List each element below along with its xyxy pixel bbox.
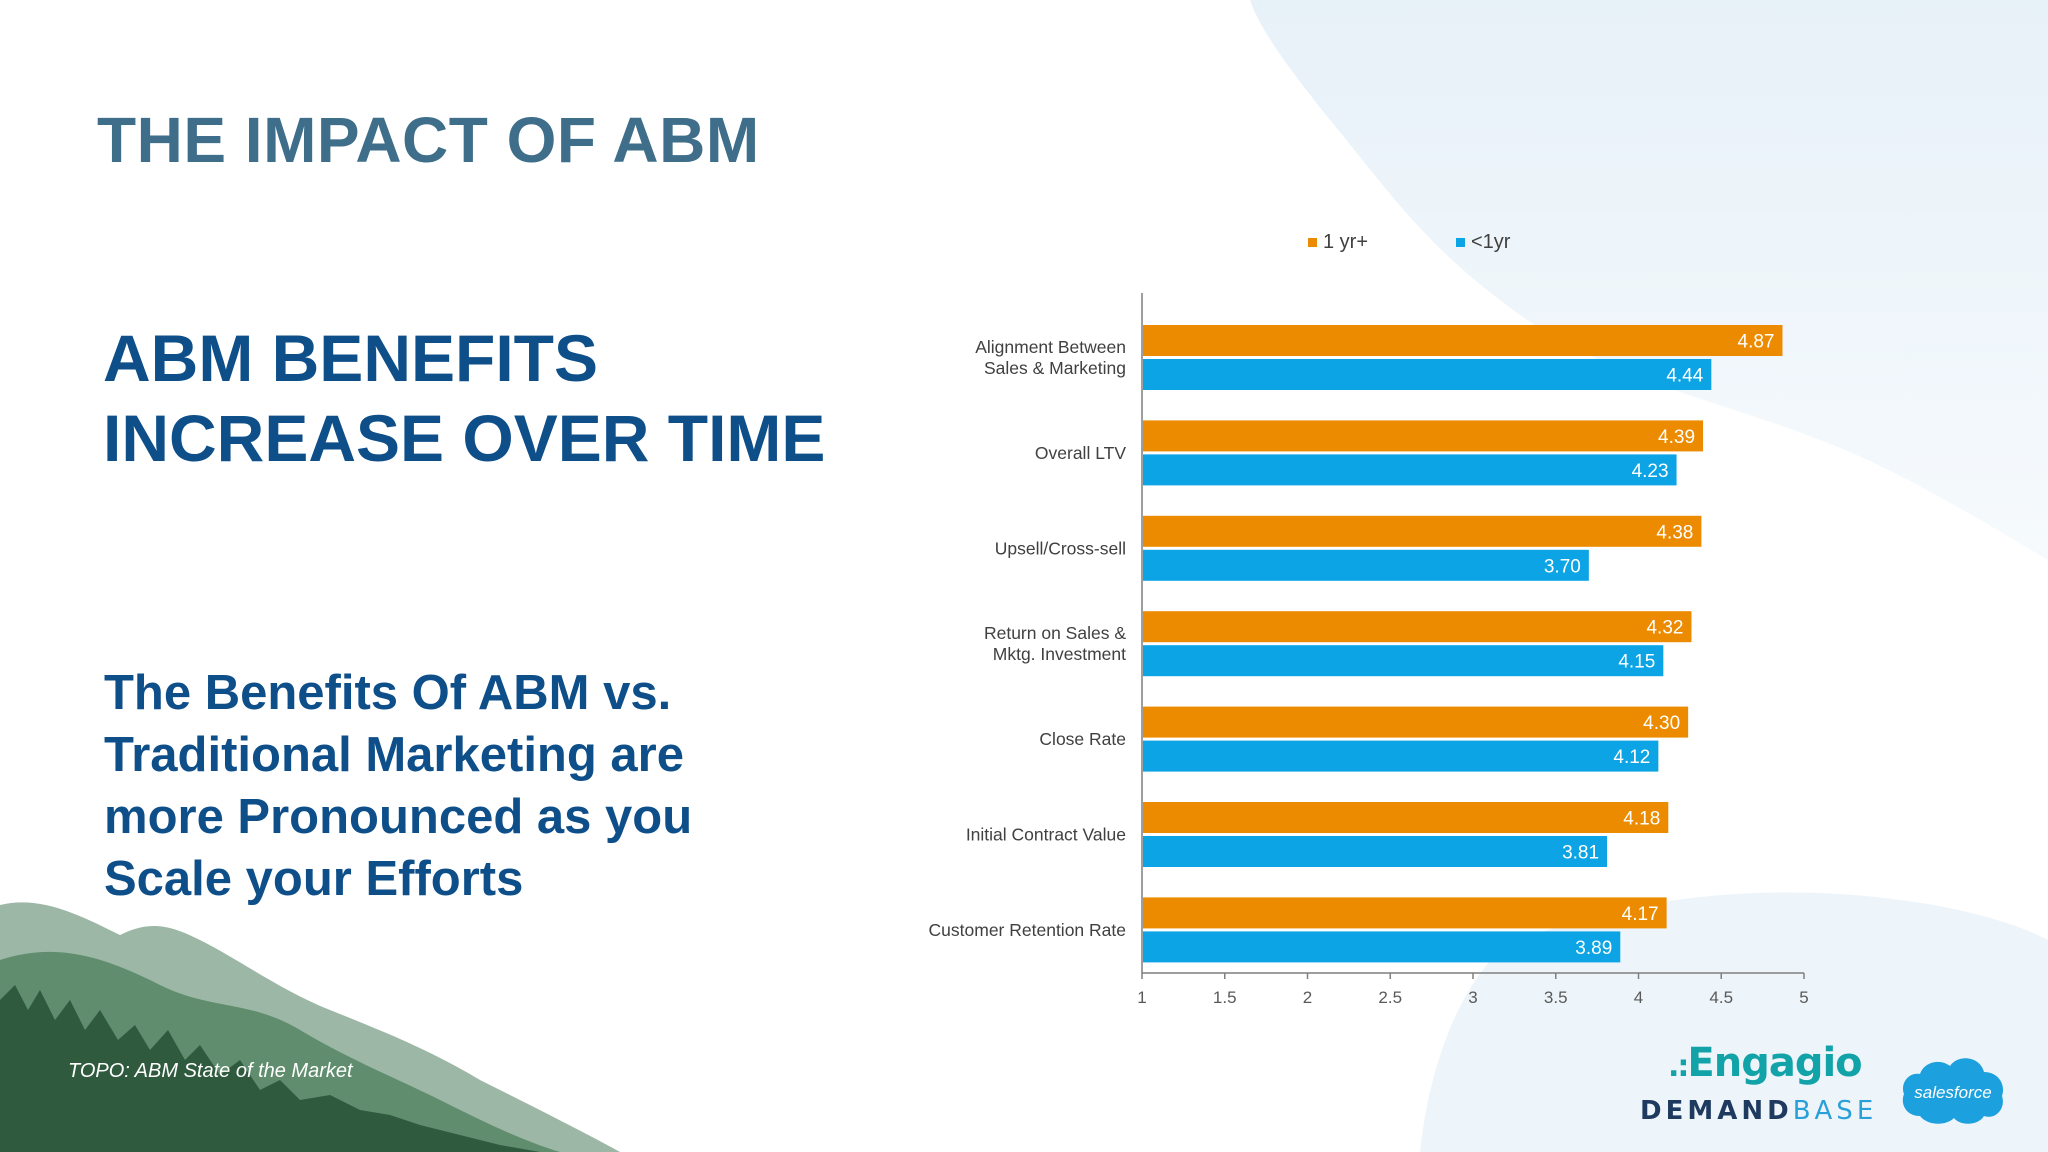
engagio-logo-text: Engagio <box>1687 1040 1862 1086</box>
category-label: Overall LTV <box>1035 443 1126 463</box>
bar-value-label: 4.38 <box>1656 522 1693 543</box>
engagio-logo: .:Engagio <box>1668 1040 1863 1086</box>
bar-series1 <box>1143 420 1704 452</box>
category-label: Upsell/Cross-sell <box>995 538 1126 558</box>
demandbase-logo-part2: BASE <box>1792 1096 1878 1126</box>
bar-series2 <box>1143 454 1677 486</box>
bar-series1 <box>1143 611 1692 643</box>
x-tick-label: 3.5 <box>1544 988 1568 1007</box>
headline: ABM BENEFITS INCREASE OVER TIME <box>103 318 825 478</box>
bar-value-label: 4.17 <box>1622 904 1659 925</box>
legend-label: <1yr <box>1471 231 1511 253</box>
subheadline-line: The Benefits Of ABM vs. <box>104 666 672 720</box>
category-label: Close Rate <box>1039 729 1126 749</box>
tree-line <box>0 985 540 1152</box>
bar-value-label: 3.89 <box>1575 938 1612 959</box>
bar-series2 <box>1143 836 1608 867</box>
bar-series1 <box>1143 325 1783 356</box>
bar-value-label: 4.30 <box>1643 713 1680 734</box>
demandbase-logo-part1: DEMAND <box>1640 1096 1793 1126</box>
bar-value-label: 4.32 <box>1646 618 1683 639</box>
salesforce-logo: salesforce <box>1902 1058 2004 1124</box>
bar-value-label: 3.81 <box>1562 843 1599 864</box>
bar-series1 <box>1143 706 1689 738</box>
bar-value-label: 4.18 <box>1623 809 1660 830</box>
bar-value-label: 4.15 <box>1618 652 1655 673</box>
bar-series1 <box>1143 515 1702 547</box>
bar-series2 <box>1143 931 1621 963</box>
x-tick-label: 3 <box>1468 988 1477 1007</box>
bar-series2 <box>1143 645 1664 677</box>
x-tick-label: 4 <box>1634 988 1643 1007</box>
category-label: Sales & Marketing <box>984 358 1126 378</box>
category-label: Mktg. Investment <box>993 644 1126 664</box>
category-label: Initial Contract Value <box>966 825 1126 845</box>
category-label: Alignment Between <box>975 337 1126 357</box>
x-tick-label: 2 <box>1303 988 1312 1007</box>
category-label: Return on Sales & <box>984 623 1126 643</box>
subheadline: The Benefits Of ABM vs. Traditional Mark… <box>104 662 692 910</box>
bar-series2 <box>1143 549 1589 581</box>
x-tick-label: 2.5 <box>1378 988 1402 1007</box>
legend-swatch <box>1456 238 1465 247</box>
x-tick-label: 4.5 <box>1709 988 1733 1007</box>
x-tick-label: 5 <box>1799 988 1808 1007</box>
legend-swatch <box>1308 238 1317 247</box>
bar-series2 <box>1143 740 1659 772</box>
salesforce-logo-text: salesforce <box>1914 1083 1991 1102</box>
x-tick-label: 1.5 <box>1213 988 1237 1007</box>
bar-value-label: 4.44 <box>1666 366 1703 387</box>
headline-line: INCREASE OVER TIME <box>103 401 826 475</box>
headline-line: ABM BENEFITS <box>103 321 598 395</box>
engagio-logo-dots: .: <box>1668 1049 1689 1084</box>
bar-chart: 1 1.5 2 2.5 3 3.5 4 4.5 5 4.87 4.44 Alignment Betwe… <box>929 231 1809 1007</box>
slide-title: THE IMPACT OF ABM <box>97 104 760 176</box>
demandbase-logo: DEMANDBASE <box>1640 1096 1877 1126</box>
subheadline-line: more Pronounced as you <box>104 790 693 844</box>
bar-series1 <box>1143 897 1667 929</box>
subheadline-line: Scale your Efforts <box>104 852 524 906</box>
legend-label: 1 yr+ <box>1323 231 1368 253</box>
bar-value-label: 4.12 <box>1613 747 1650 768</box>
bar-series1 <box>1143 802 1669 833</box>
bar-value-label: 4.23 <box>1632 461 1669 482</box>
salesforce-cloud-icon <box>1902 1058 2004 1124</box>
cloud-shape <box>1250 0 2048 560</box>
bar-value-label: 3.70 <box>1544 556 1581 577</box>
source-note: TOPO: ABM State of the Market <box>68 1060 353 1082</box>
subheadline-line: Traditional Marketing are <box>104 728 684 782</box>
bar-series2 <box>1143 359 1712 390</box>
category-label: Customer Retention Rate <box>929 920 1126 940</box>
x-tick-label: 1 <box>1137 988 1146 1007</box>
bar-value-label: 4.39 <box>1658 427 1695 448</box>
bar-value-label: 4.87 <box>1738 332 1775 353</box>
